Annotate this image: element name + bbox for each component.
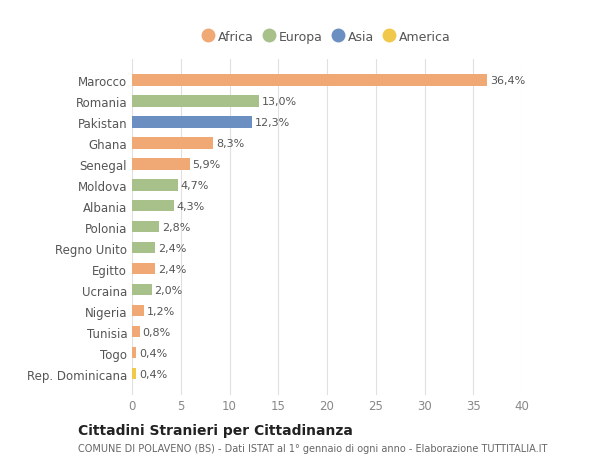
- Text: 36,4%: 36,4%: [490, 76, 525, 86]
- Bar: [132, 221, 160, 233]
- Bar: [132, 326, 140, 338]
- Text: 0,4%: 0,4%: [139, 348, 167, 358]
- Text: 2,8%: 2,8%: [162, 222, 191, 232]
- Bar: [132, 179, 178, 191]
- Bar: [132, 96, 259, 107]
- Text: 2,0%: 2,0%: [154, 285, 182, 295]
- Bar: [132, 347, 136, 358]
- Bar: [132, 159, 190, 170]
- Text: 12,3%: 12,3%: [255, 118, 290, 128]
- Bar: [132, 75, 487, 86]
- Text: Cittadini Stranieri per Cittadinanza: Cittadini Stranieri per Cittadinanza: [78, 423, 353, 437]
- Text: 5,9%: 5,9%: [193, 159, 221, 169]
- Bar: [132, 242, 155, 254]
- Text: 2,4%: 2,4%: [158, 243, 187, 253]
- Text: 0,4%: 0,4%: [139, 369, 167, 379]
- Bar: [132, 138, 213, 149]
- Text: 4,3%: 4,3%: [177, 202, 205, 211]
- Text: 1,2%: 1,2%: [146, 306, 175, 316]
- Text: 4,7%: 4,7%: [181, 180, 209, 190]
- Text: 2,4%: 2,4%: [158, 264, 187, 274]
- Legend: Africa, Europa, Asia, America: Africa, Europa, Asia, America: [198, 26, 456, 49]
- Text: 8,3%: 8,3%: [216, 139, 244, 148]
- Bar: [132, 284, 151, 296]
- Bar: [132, 201, 174, 212]
- Bar: [132, 305, 144, 317]
- Text: 0,8%: 0,8%: [143, 327, 171, 337]
- Bar: [132, 263, 155, 275]
- Bar: [132, 117, 252, 128]
- Text: 13,0%: 13,0%: [262, 96, 297, 106]
- Text: COMUNE DI POLAVENO (BS) - Dati ISTAT al 1° gennaio di ogni anno - Elaborazione T: COMUNE DI POLAVENO (BS) - Dati ISTAT al …: [78, 443, 547, 453]
- Bar: [132, 368, 136, 380]
